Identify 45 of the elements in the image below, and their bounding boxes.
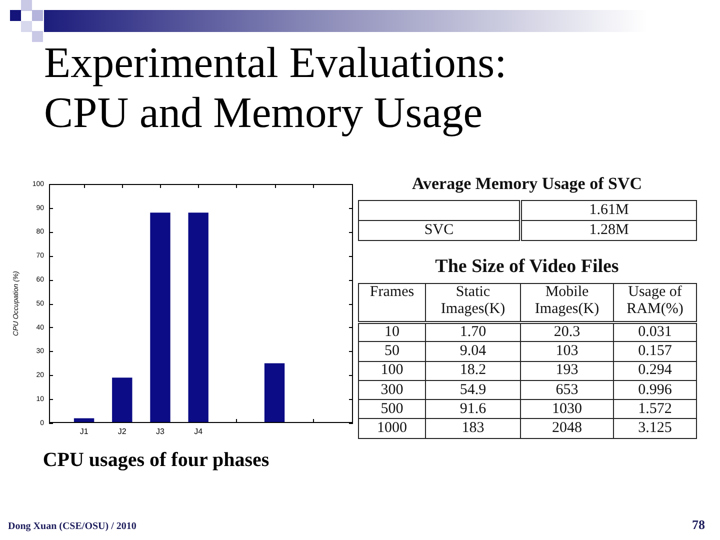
category-label: Frames bbox=[370, 284, 414, 300]
text: 1.572 bbox=[638, 400, 672, 417]
text: 10 bbox=[384, 324, 400, 340]
text: 50 bbox=[384, 342, 400, 359]
text: 653 bbox=[556, 382, 578, 398]
text: 300 bbox=[380, 382, 404, 398]
text: 78 bbox=[692, 517, 705, 533]
text: 193 bbox=[556, 362, 578, 378]
category-label: Mobile Images(K) bbox=[534, 284, 600, 317]
text: 103 bbox=[556, 342, 578, 359]
text: 1030 bbox=[552, 400, 582, 417]
text: Dong Xuan (CSE/OSU) / 2010 bbox=[8, 521, 136, 532]
x-tick-label: J4 bbox=[194, 427, 204, 436]
chart-title: Experimental Evaluations: CPU and Memory Usage bbox=[44, 38, 508, 138]
text: 54.9 bbox=[460, 382, 486, 398]
text: 0.157 bbox=[638, 342, 672, 359]
x-tick-label: J1 bbox=[80, 427, 89, 436]
category-label: Static Images(K) bbox=[440, 284, 506, 317]
text: 18.2 bbox=[460, 362, 486, 378]
x-tick-label: J3 bbox=[156, 427, 166, 436]
text: The Size of Video Files bbox=[434, 255, 620, 279]
category-label: SVC bbox=[424, 222, 454, 238]
text: 1.70 bbox=[460, 324, 486, 340]
text: Average Memory Usage of SVC bbox=[410, 173, 644, 195]
text: 20.3 bbox=[554, 324, 580, 340]
category-label: Usage of RAM(%) bbox=[626, 284, 684, 317]
bar bbox=[188, 212, 208, 423]
text: 500 bbox=[380, 400, 404, 417]
x-tick-label: J2 bbox=[118, 427, 127, 436]
bar bbox=[264, 363, 285, 423]
text: 0.031 bbox=[638, 324, 672, 340]
text: 1.61M bbox=[589, 202, 629, 218]
text: 9.04 bbox=[460, 342, 486, 359]
text: 3.125 bbox=[638, 420, 672, 436]
bar bbox=[112, 378, 132, 423]
text: 2048 bbox=[552, 420, 582, 436]
text: 1000 bbox=[377, 420, 407, 436]
bar bbox=[150, 212, 170, 423]
text: 0.996 bbox=[638, 382, 672, 398]
text: 0.294 bbox=[638, 362, 672, 378]
text: 100 bbox=[380, 362, 404, 378]
text: 183 bbox=[462, 420, 484, 436]
text: CPU usages of four phases bbox=[42, 449, 270, 472]
text: 1.28M bbox=[589, 222, 629, 238]
text: 91.6 bbox=[460, 400, 486, 417]
